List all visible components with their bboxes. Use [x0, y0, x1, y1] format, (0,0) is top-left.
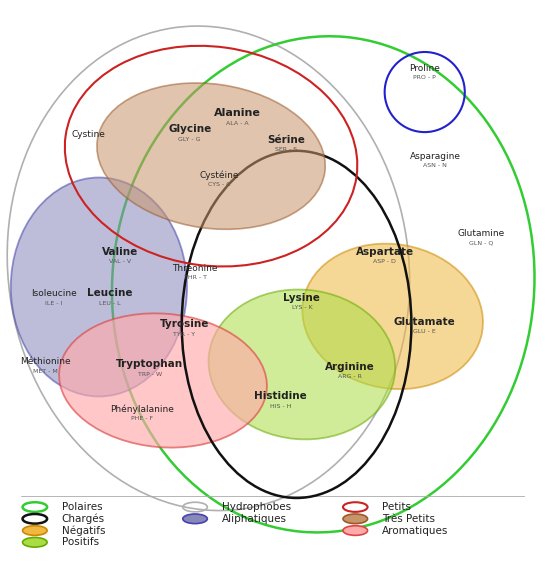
Text: GLU - E: GLU - E [413, 329, 436, 334]
Text: Alanine: Alanine [214, 108, 261, 118]
Text: THR - T: THR - T [184, 276, 207, 281]
Text: TRP - W: TRP - W [137, 371, 162, 377]
Text: Lysine: Lysine [283, 293, 320, 302]
Text: Leucine: Leucine [87, 288, 132, 298]
Text: Asparagine: Asparagine [410, 152, 461, 161]
Text: ASP - D: ASP - D [373, 259, 396, 265]
Text: CYS - C: CYS - C [208, 182, 231, 187]
Text: Tyrosine: Tyrosine [160, 319, 209, 329]
Ellipse shape [59, 313, 267, 448]
Text: ALA - A: ALA - A [227, 121, 249, 126]
Text: Histidine: Histidine [254, 391, 307, 401]
Ellipse shape [97, 83, 325, 230]
Ellipse shape [343, 526, 367, 536]
Text: VAL - V: VAL - V [109, 259, 131, 265]
Text: Isoleucine: Isoleucine [31, 289, 76, 298]
Text: LEU - L: LEU - L [99, 301, 120, 305]
Text: Thréonine: Thréonine [172, 264, 218, 273]
Text: Phénylalanine: Phénylalanine [110, 404, 174, 413]
Ellipse shape [343, 514, 367, 523]
Text: Méthionine: Méthionine [20, 357, 71, 366]
Text: Valine: Valine [102, 247, 138, 257]
Text: PHE - F: PHE - F [131, 416, 153, 421]
Ellipse shape [183, 514, 207, 523]
Ellipse shape [209, 289, 395, 439]
Text: Petits: Petits [382, 502, 411, 512]
Ellipse shape [11, 177, 187, 397]
Text: GLN - Q: GLN - Q [469, 241, 493, 246]
Text: Glycine: Glycine [168, 125, 211, 134]
Text: Proline: Proline [409, 64, 440, 72]
Text: ILE - I: ILE - I [45, 301, 62, 305]
Text: Chargés: Chargés [62, 514, 105, 524]
Text: Aromatiques: Aromatiques [382, 526, 449, 536]
Text: Négatifs: Négatifs [62, 525, 105, 536]
Text: SER - S: SER - S [275, 148, 297, 152]
Text: Aspartate: Aspartate [355, 247, 414, 257]
Text: Polaires: Polaires [62, 502, 102, 512]
Text: TYR - Y: TYR - Y [173, 332, 196, 336]
Text: Cystine: Cystine [71, 130, 105, 139]
Text: Sérine: Sérine [267, 135, 305, 145]
Text: Cystéine: Cystéine [199, 170, 239, 180]
Text: Aliphatiques: Aliphatiques [222, 514, 287, 524]
Ellipse shape [22, 537, 47, 547]
Text: PRO - P: PRO - P [413, 75, 436, 80]
Text: LYS - K: LYS - K [292, 305, 312, 310]
Text: Glutamine: Glutamine [457, 229, 505, 238]
Ellipse shape [22, 526, 47, 536]
Text: GLY - G: GLY - G [178, 137, 201, 142]
Text: Arginine: Arginine [325, 362, 375, 372]
Text: Hydrophobes: Hydrophobes [222, 502, 291, 512]
Text: MET - M: MET - M [33, 369, 58, 374]
Text: Tryptophan: Tryptophan [116, 359, 183, 370]
Text: Glutamate: Glutamate [394, 317, 456, 327]
Ellipse shape [302, 243, 483, 389]
Text: Très Petits: Très Petits [382, 514, 435, 524]
Text: ASN - N: ASN - N [423, 163, 447, 168]
Text: Positifs: Positifs [62, 537, 99, 547]
Text: HIS - H: HIS - H [270, 404, 291, 409]
Text: ARG - R: ARG - R [338, 374, 362, 379]
